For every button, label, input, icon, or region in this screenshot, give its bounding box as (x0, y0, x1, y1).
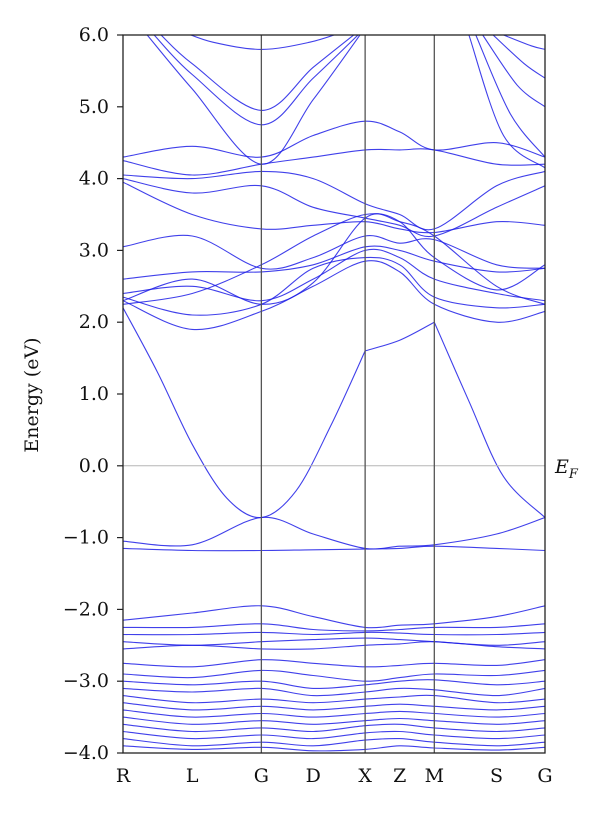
band-line-35 (153, 35, 359, 126)
y-axis-label: Energy (eV) (21, 337, 43, 452)
y-tick-label: −4.0 (63, 742, 109, 764)
band-line-31 (123, 120, 545, 158)
x-tick-label: R (116, 765, 131, 787)
band-line-10 (123, 659, 545, 668)
band-line-14 (123, 694, 545, 704)
band-line-1 (364, 321, 435, 352)
y-tick-label: 0.0 (79, 455, 109, 477)
band-line-25 (123, 245, 545, 280)
y-tick-label: 4.0 (79, 168, 109, 190)
band-line-16 (123, 709, 545, 718)
y-tick-label: −1.0 (63, 527, 109, 549)
band-line-23 (123, 256, 545, 316)
x-tick-label: L (186, 765, 199, 787)
band-line-8 (123, 637, 545, 646)
band-line-38 (468, 35, 545, 169)
band-line-37 (189, 35, 336, 50)
band-line-21 (123, 745, 545, 752)
y-tick-label: −2.0 (63, 598, 109, 620)
band-line-30 (123, 148, 545, 176)
x-tick-label: G (254, 765, 269, 787)
band-line-42 (503, 35, 545, 50)
band-line-20 (123, 737, 545, 747)
band-line-12 (123, 679, 545, 690)
band-lines (123, 35, 545, 752)
band-line-26 (123, 234, 545, 270)
band-line-17 (123, 716, 545, 725)
band-line-41 (492, 35, 545, 79)
band-line-32 (123, 213, 545, 305)
y-tick-label: −3.0 (63, 670, 109, 692)
x-tick-label: S (490, 765, 503, 787)
band-line-18 (123, 723, 545, 733)
x-tick-label: G (537, 765, 552, 787)
band-line-29 (123, 170, 545, 231)
band-line-7 (123, 631, 545, 636)
band-line-40 (482, 35, 545, 108)
band-line-34 (146, 35, 361, 165)
band-line-11 (123, 669, 545, 682)
x-tick-label: D (306, 765, 321, 787)
y-tick-label: 2.0 (79, 311, 109, 333)
band-line-27 (123, 181, 545, 234)
band-line-9 (123, 641, 545, 650)
x-tick-label: M (425, 765, 444, 787)
band-line-0 (123, 307, 366, 519)
fermi-level-label: EF (554, 456, 579, 482)
band-line-6 (123, 623, 545, 632)
band-line-2 (433, 321, 545, 518)
band-line-19 (123, 730, 545, 740)
x-tick-label: Z (393, 765, 406, 787)
band-line-39 (475, 35, 545, 158)
y-axis: −4.0 −3.0 −2.0 −1.0 0.0 1.0 2.0 3.0 4.0 5.0 6.0 (63, 24, 123, 764)
band-line-36 (160, 35, 355, 111)
band-line-3 (123, 516, 545, 550)
band-line-13 (123, 687, 545, 697)
band-line-15 (123, 702, 545, 711)
band-line-5 (123, 605, 545, 629)
y-tick-label: 6.0 (79, 24, 109, 46)
y-tick-label: 5.0 (79, 96, 109, 118)
x-tick-label: X (358, 765, 372, 787)
y-tick-label: 3.0 (79, 239, 109, 261)
y-tick-label: 1.0 (79, 383, 109, 405)
band-line-4 (123, 545, 545, 552)
